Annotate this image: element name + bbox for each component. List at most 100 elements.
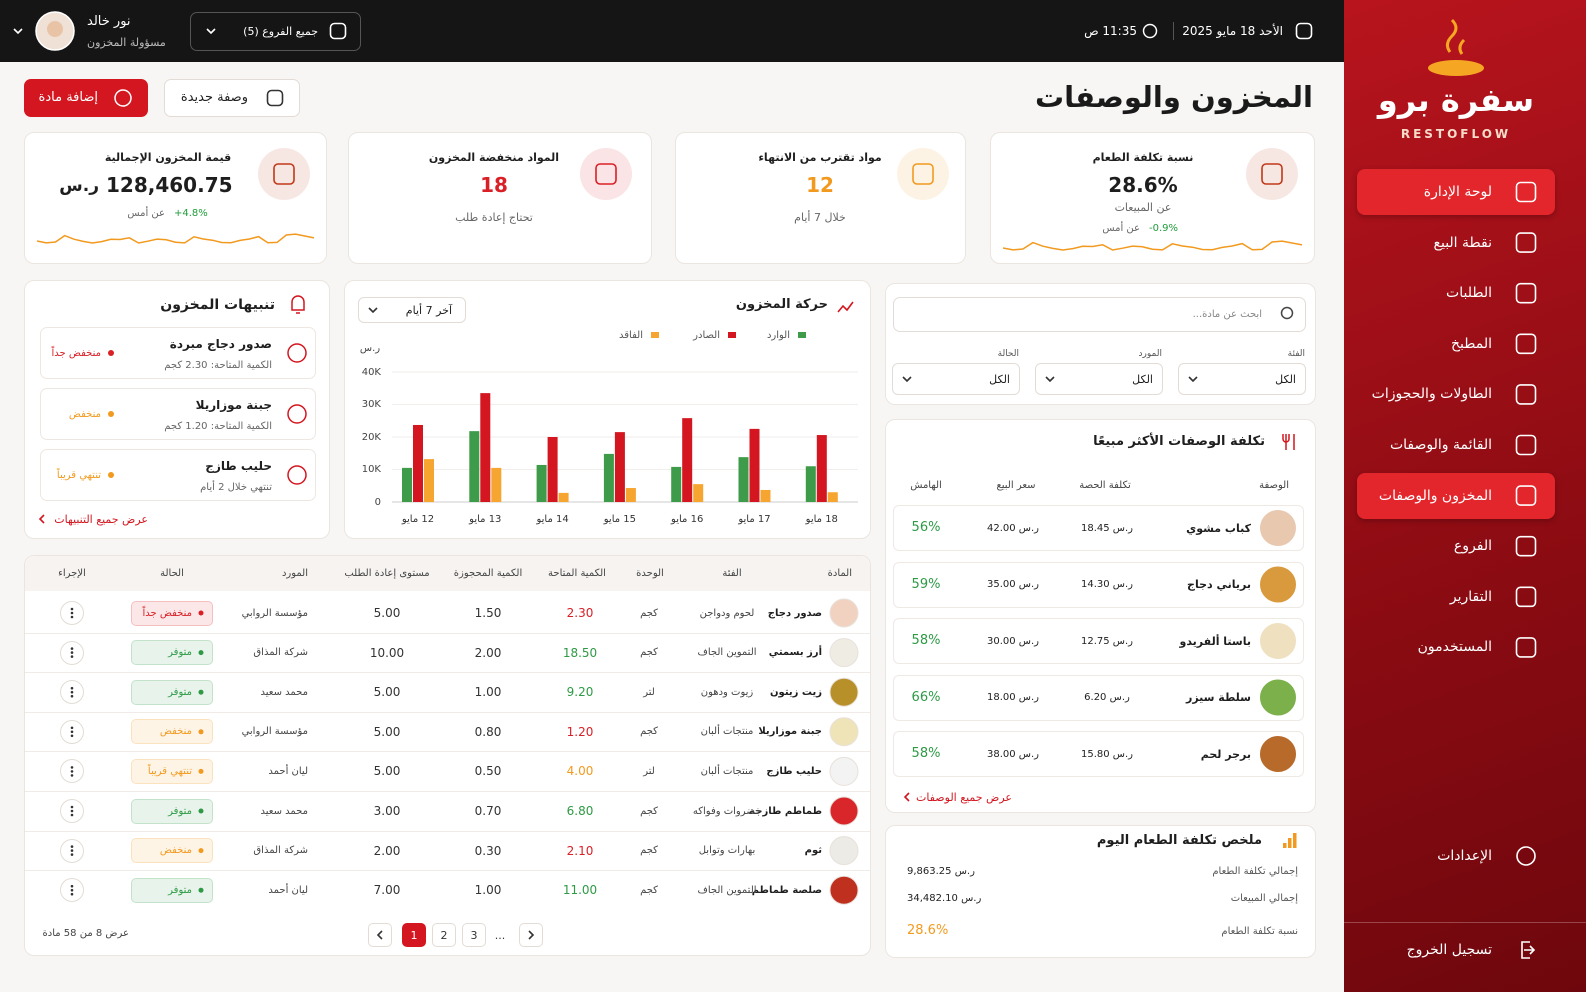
icon [1515,485,1537,506]
period-select-text[interactable]: آخر 7 أيام [405,303,452,317]
nav-item[interactable]: القائمة والوصفات [1389,437,1492,453]
status-dot [198,808,204,814]
new-recipe-button[interactable] [164,79,300,117]
bar [536,464,547,502]
icon [1515,333,1537,355]
summary-value: 9,863.25 ر.س [907,865,975,877]
recipes-view-all[interactable]: عرض جميع الوصفات [916,790,1012,804]
filter-select[interactable] [892,363,1020,395]
chevron [903,792,910,802]
new-recipe-label[interactable]: وصفة جديدة [180,90,248,105]
nav-item[interactable]: المخزون والوصفات [1378,487,1492,504]
action-button[interactable] [60,838,84,863]
action-button[interactable] [60,799,84,823]
recipe-row [893,505,1304,551]
recipe-image [1258,677,1298,718]
table-header: الكمية المتاحة [548,567,606,579]
action-button[interactable] [60,680,84,705]
add-item-button[interactable] [24,79,148,117]
nav-item[interactable]: نقطة البيع [1433,234,1492,251]
status-dot [108,411,114,417]
logo-bowl [1428,60,1484,76]
chevron [13,28,23,35]
page-button[interactable] [462,923,486,947]
item-reorder: 7.00 [373,883,401,898]
page-label[interactable]: 2 [440,928,448,942]
recipe-row [893,731,1304,777]
page-next[interactable] [519,923,543,947]
row-divider [25,672,870,674]
recipe-cost: 6.20 ر.س [1084,692,1130,703]
page-prev[interactable] [368,923,392,947]
alert-status: تنتهي قريباً [56,469,101,481]
action-dot [70,730,74,734]
summary-label: نسبة تكلفة الطعام [1221,925,1298,937]
add-item-label[interactable]: إضافة مادة [38,90,98,105]
action-button[interactable] [60,878,84,903]
nav-item[interactable]: الطاولات والحجوزات [1371,386,1492,403]
row-divider [25,751,870,753]
kpi-icon-bg [580,148,632,200]
table-header: مستوى إعادة الطلب [344,567,430,579]
kpi-change-note: عن أمس [127,207,165,219]
table-header: الحالة [160,567,184,579]
item-category: التموين الجاف [697,884,757,896]
page-label[interactable]: 3 [470,928,478,942]
recipe-price: 38.00 ر.س [986,748,1040,760]
page-button[interactable] [402,923,426,947]
status-dot [198,848,204,854]
y-unit: ر.س [359,342,381,354]
bar [816,435,827,502]
page-button[interactable] [432,923,456,947]
row-divider [25,830,870,832]
item-image [829,796,859,826]
recipe-cost: 18.45 ر.س [1080,522,1134,534]
x-tick-label: 15 مايو [603,513,637,525]
filter-value[interactable]: الكل [1275,372,1296,386]
nav-item[interactable]: المطبخ [1451,335,1492,352]
chevron [528,930,535,940]
icon-bar [1293,833,1297,848]
item-reserved: 0.80 [474,724,502,739]
table-header: المادة [827,567,852,579]
item-reorder: 5.00 [373,685,401,700]
nav-item[interactable]: الفروع [1453,538,1492,555]
filter-select[interactable] [1178,363,1306,395]
alerts-view-all[interactable]: عرض جميع التنبيهات [54,512,148,526]
time: 11:35 ص [1084,24,1137,38]
recipes-header: تكلفة الحصة [1079,479,1131,491]
action-dot [70,845,74,848]
item-unit: كجم [640,805,658,817]
y-tick-label: 10K [361,464,381,475]
branch-select-text: جميع الفروع (5) [243,24,318,38]
alert-name: حليب طازج [205,459,272,473]
item-reserved: 1.00 [474,685,502,700]
item-reorder: 5.00 [373,606,401,620]
item-supplier: شركة المذاق [253,647,308,659]
filter-value[interactable]: الكل [1132,372,1153,386]
nav-item[interactable]: المستخدمون [1417,639,1492,656]
status-dot [108,350,114,356]
nav-item[interactable]: الطلبات [1446,285,1492,302]
bar [424,459,434,502]
kpi-title: نسبة تكلفة الطعام [1092,150,1194,164]
recipe-cost: 14.30 ر.س [1080,579,1134,590]
nav-item[interactable]: لوحة الإدارة [1423,184,1492,200]
page-label[interactable]: 1 [410,928,418,942]
item-reorder: 10.00 [369,645,405,660]
nav-settings[interactable]: الإعدادات [1437,848,1492,864]
topbar [0,0,1344,62]
recipe-image [1258,621,1298,661]
branch-select[interactable] [190,12,361,51]
avatar-face [47,21,63,37]
nav-logout[interactable]: تسجيل الخروج [1406,942,1492,958]
kpi-value: 128,460.75 [106,173,233,197]
row-divider [25,791,870,792]
search-box[interactable] [893,297,1306,332]
bar [547,437,558,502]
filter-select[interactable] [1035,363,1163,395]
kpi-icon-bg [1246,148,1298,200]
nav-item[interactable]: التقارير [1449,588,1492,605]
filter-value[interactable]: الكل [989,372,1010,386]
page-label[interactable]: ... [494,928,506,942]
